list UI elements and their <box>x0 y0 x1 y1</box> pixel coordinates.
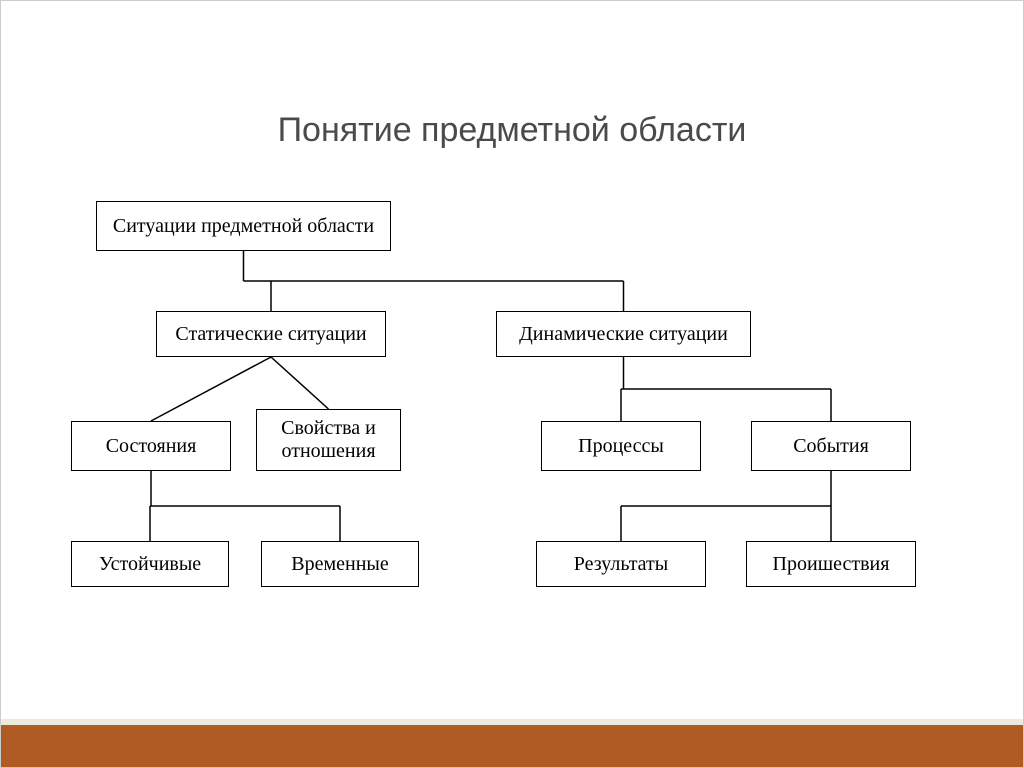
node-root: Ситуации предметной области <box>96 201 391 251</box>
bottom-bar <box>1 719 1023 767</box>
node-static: Статические ситуации <box>156 311 386 357</box>
node-temp: Временные <box>261 541 419 587</box>
slide: Понятие предметной области Ситуации пред… <box>0 0 1024 768</box>
node-events: События <box>751 421 911 471</box>
node-results: Результаты <box>536 541 706 587</box>
node-props: Свойства и отношения <box>256 409 401 471</box>
node-stable: Устойчивые <box>71 541 229 587</box>
node-proc: Процессы <box>541 421 701 471</box>
node-states: Состояния <box>71 421 231 471</box>
node-dynamic: Динамические ситуации <box>496 311 751 357</box>
node-incid: Проишествия <box>746 541 916 587</box>
slide-title: Понятие предметной области <box>1 111 1023 150</box>
